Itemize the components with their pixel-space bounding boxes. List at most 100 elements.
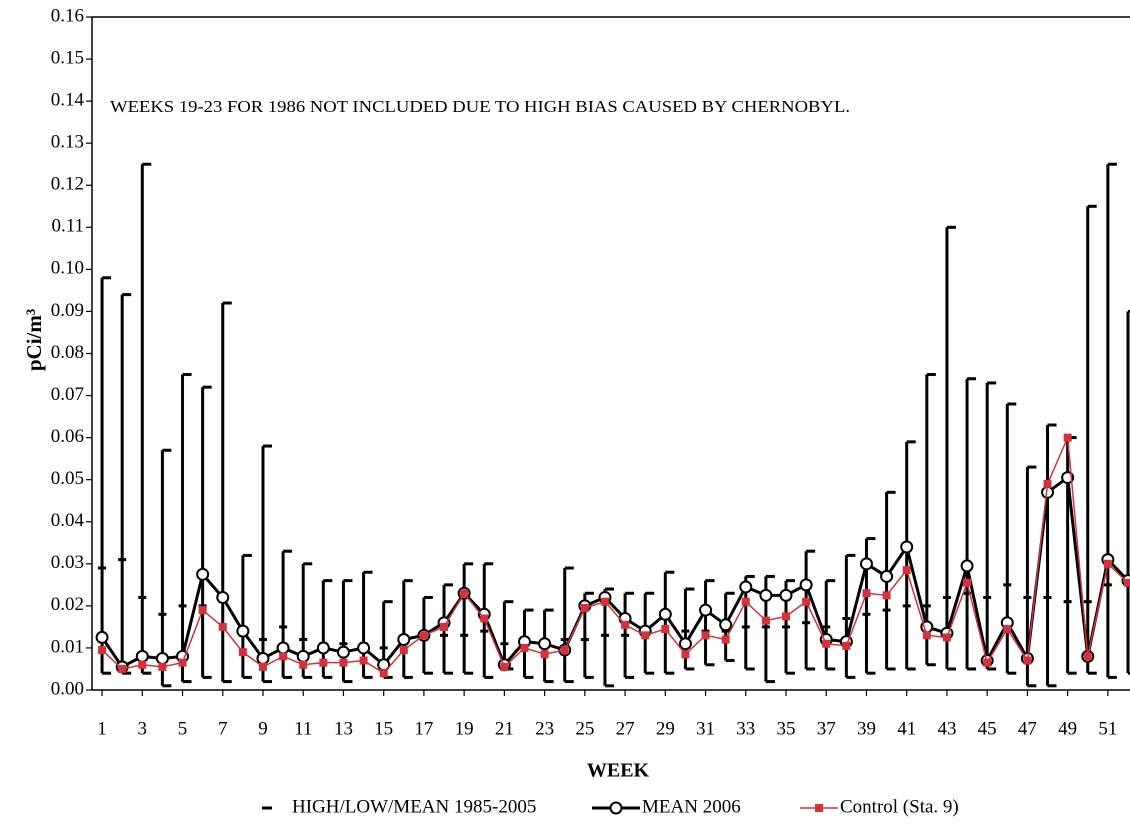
x-tick-label: 47 <box>1018 718 1037 739</box>
marker <box>822 639 831 648</box>
x-tick-label: 43 <box>937 718 956 739</box>
y-tick-label: 0.07 <box>51 384 84 405</box>
x-tick-label: 31 <box>696 718 715 739</box>
y-tick-label: 0.03 <box>51 552 84 573</box>
x-tick-label: 5 <box>178 718 188 739</box>
marker <box>701 631 710 640</box>
x-tick-label: 49 <box>1058 718 1077 739</box>
marker <box>621 620 630 629</box>
marker <box>719 618 733 632</box>
marker <box>802 597 811 606</box>
x-tick-label: 13 <box>334 718 353 739</box>
marker <box>276 641 290 655</box>
y-axis-title: pCi/m³ <box>22 309 46 371</box>
x-tick-label: 7 <box>218 718 228 739</box>
marker <box>357 641 371 655</box>
marker <box>963 578 972 587</box>
marker <box>155 651 169 665</box>
marker <box>236 624 250 638</box>
marker <box>138 660 147 669</box>
marker <box>238 648 247 657</box>
marker <box>399 646 408 655</box>
marker <box>520 643 529 652</box>
marker <box>397 633 411 647</box>
marker <box>299 660 308 669</box>
marker <box>580 603 589 612</box>
marker <box>480 614 489 623</box>
x-tick-label: 15 <box>374 718 393 739</box>
y-tick-label: 0.04 <box>51 510 85 531</box>
marker <box>779 588 793 602</box>
x-tick-label: 37 <box>817 718 836 739</box>
marker <box>900 540 914 554</box>
marker <box>661 625 670 634</box>
legend-label: MEAN 2006 <box>642 796 741 817</box>
marker <box>216 590 230 604</box>
marker <box>1003 625 1012 634</box>
marker <box>336 645 350 659</box>
marker <box>859 557 873 571</box>
marker <box>118 664 127 673</box>
marker <box>560 646 569 655</box>
y-tick-label: 0.15 <box>51 47 84 68</box>
legend-swatch <box>815 804 823 812</box>
y-tick-label: 0.06 <box>51 426 84 447</box>
marker <box>500 662 509 671</box>
legend-swatch <box>609 801 623 815</box>
marker <box>196 567 210 581</box>
marker <box>782 612 791 621</box>
y-tick-label: 0.01 <box>51 636 84 657</box>
x-tick-label: 27 <box>616 718 635 739</box>
marker <box>600 597 609 606</box>
marker <box>359 656 368 665</box>
y-tick-label: 0.02 <box>51 594 84 615</box>
series-line <box>101 437 1129 675</box>
x-tick-label: 25 <box>575 718 594 739</box>
x-tick-label: 17 <box>414 718 433 739</box>
marker <box>296 649 310 663</box>
marker <box>658 607 672 621</box>
marker <box>319 658 328 667</box>
marker <box>95 630 109 644</box>
x-tick-label: 45 <box>978 718 997 739</box>
y-tick-label: 0.14 <box>51 89 85 110</box>
marker <box>158 662 167 671</box>
marker <box>799 578 813 592</box>
marker <box>135 649 149 663</box>
marker <box>1123 578 1130 587</box>
marker <box>1043 479 1052 488</box>
marker <box>98 646 107 655</box>
x-tick-label: 21 <box>495 718 514 739</box>
marker <box>339 658 348 667</box>
marker <box>922 631 931 640</box>
marker <box>440 622 449 631</box>
marker <box>379 669 388 678</box>
x-tick-label: 19 <box>455 718 474 739</box>
marker <box>699 603 713 617</box>
y-tick-label: 0.13 <box>51 132 84 153</box>
marker <box>842 641 851 650</box>
marker <box>960 559 974 573</box>
x-tick-label: 29 <box>656 718 675 739</box>
marker <box>761 616 770 625</box>
legend-label: HIGH/LOW/MEAN 1985-2005 <box>292 796 536 817</box>
marker <box>880 569 894 583</box>
marker <box>540 650 549 659</box>
x-axis-title: WEEK <box>587 760 650 782</box>
marker <box>739 580 753 594</box>
marker <box>882 591 891 600</box>
marker <box>279 652 288 661</box>
marker <box>1083 652 1092 661</box>
marker <box>759 588 773 602</box>
marker <box>1103 559 1112 568</box>
y-tick-label: 0.10 <box>51 258 84 279</box>
x-tick-label: 3 <box>138 718 148 739</box>
marker <box>218 622 227 631</box>
marker <box>741 597 750 606</box>
y-tick-label: 0.09 <box>51 300 84 321</box>
y-tick-label: 0.16 <box>51 5 84 26</box>
x-tick-label: 41 <box>897 718 916 739</box>
x-tick-label: 23 <box>535 718 554 739</box>
